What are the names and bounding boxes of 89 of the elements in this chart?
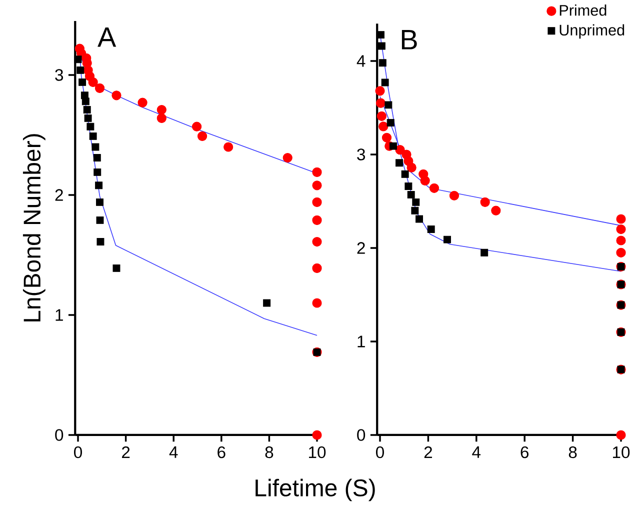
x-axis-title: Lifetime (S): [256, 478, 375, 502]
point: [404, 182, 412, 190]
x-tick-label: 2: [424, 446, 432, 458]
point: [96, 198, 104, 206]
chart-title: A: [98, 27, 116, 47]
x-tick-label: 4: [472, 446, 481, 458]
point: [384, 101, 392, 109]
x-tick-label: 10: [613, 446, 630, 458]
point: [396, 159, 404, 167]
point: [427, 226, 435, 234]
point: [89, 132, 97, 140]
y-tick-label: 3: [55, 69, 64, 81]
point: [94, 168, 102, 176]
point: [88, 77, 98, 87]
y-tick-label: 4: [356, 55, 366, 67]
chart-title: B: [402, 30, 417, 50]
point: [197, 131, 208, 141]
point: [390, 142, 397, 150]
point: [381, 78, 389, 86]
point: [444, 236, 451, 244]
point: [156, 113, 166, 123]
point: [312, 430, 322, 440]
point: [491, 206, 501, 216]
y-tick-label: 1: [56, 309, 63, 321]
x-tick-label: 0: [376, 446, 384, 458]
point: [312, 197, 322, 207]
point: [449, 190, 460, 200]
point: [312, 263, 322, 273]
point: [312, 215, 322, 225]
point: [138, 98, 148, 108]
point: [312, 180, 322, 190]
point: [94, 83, 105, 93]
legend-label: Primed: [560, 4, 606, 16]
point: [401, 170, 409, 178]
point: [76, 66, 84, 74]
point: [375, 86, 385, 96]
legend-label: Unprimed: [560, 24, 624, 39]
point: [78, 78, 86, 86]
point: [192, 122, 202, 132]
y-tick-label: 0: [55, 429, 64, 441]
point: [263, 299, 271, 307]
point: [376, 111, 386, 121]
point: [112, 264, 120, 272]
point: [378, 59, 386, 67]
y-tick-label: 2: [357, 242, 365, 254]
point: [382, 132, 392, 142]
point: [378, 42, 386, 50]
point: [411, 206, 419, 214]
x-tick-label: 6: [520, 446, 528, 458]
x-tick-label: 6: [218, 446, 226, 458]
point: [429, 183, 440, 193]
point: [412, 198, 420, 206]
point: [480, 197, 490, 207]
point: [112, 90, 122, 100]
point: [74, 56, 82, 64]
point: [386, 118, 394, 126]
point: [420, 176, 430, 186]
point: [86, 122, 94, 130]
point: [84, 114, 92, 122]
y-axis-title: Ln(Bond Number): [22, 134, 46, 322]
point: [282, 152, 292, 163]
point: [378, 122, 388, 132]
point: [312, 298, 322, 308]
y-tick-label: 1: [358, 336, 365, 348]
point: [95, 182, 103, 190]
y-tick-label: 3: [357, 148, 365, 160]
x-tick-label: 2: [122, 446, 130, 458]
y-tick-label: 0: [357, 429, 366, 441]
point: [224, 142, 234, 152]
x-tick-label: 4: [169, 446, 178, 458]
point: [82, 98, 90, 106]
point: [312, 167, 322, 177]
point: [96, 216, 104, 224]
x-tick-label: 8: [568, 446, 577, 458]
point: [156, 104, 166, 115]
point: [83, 106, 91, 114]
point: [407, 190, 415, 198]
y-tick-label: 2: [55, 189, 63, 201]
point: [416, 215, 424, 223]
x-tick-label: 8: [265, 446, 274, 458]
point: [406, 162, 416, 172]
point: [92, 143, 100, 151]
point: [480, 248, 488, 256]
point: [93, 154, 101, 162]
point: [96, 238, 104, 246]
x-tick-label: 10: [309, 446, 326, 458]
point: [312, 236, 322, 247]
x-tick-label: 0: [74, 446, 82, 458]
point: [376, 98, 386, 108]
